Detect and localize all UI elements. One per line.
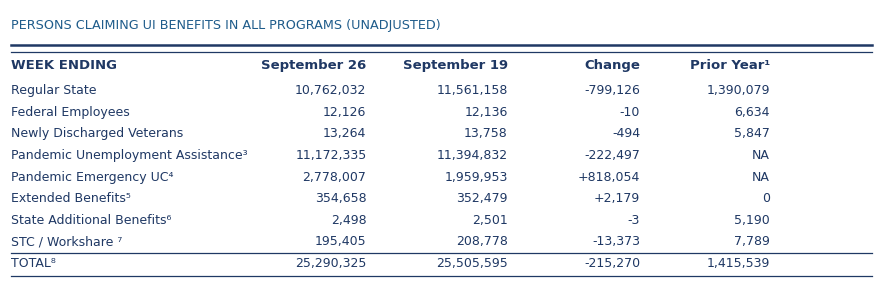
Text: PERSONS CLAIMING UI BENEFITS IN ALL PROGRAMS (UNADJUSTED): PERSONS CLAIMING UI BENEFITS IN ALL PROG… (11, 19, 441, 32)
Text: NA: NA (752, 149, 770, 162)
Text: 195,405: 195,405 (315, 235, 366, 248)
Text: -3: -3 (628, 214, 640, 227)
Text: 12,136: 12,136 (464, 106, 508, 119)
Text: 1,959,953: 1,959,953 (444, 171, 508, 184)
Text: State Additional Benefits⁶: State Additional Benefits⁶ (11, 214, 171, 227)
Text: 6,634: 6,634 (735, 106, 770, 119)
Text: 25,290,325: 25,290,325 (295, 257, 366, 270)
Text: 208,778: 208,778 (456, 235, 508, 248)
Text: 10,762,032: 10,762,032 (295, 84, 366, 97)
Text: 2,501: 2,501 (472, 214, 508, 227)
Text: +818,054: +818,054 (577, 171, 640, 184)
Text: Prior Year¹: Prior Year¹ (690, 59, 770, 72)
Text: 13,264: 13,264 (323, 127, 366, 140)
Text: -215,270: -215,270 (584, 257, 640, 270)
Text: WEEK ENDING: WEEK ENDING (11, 59, 117, 72)
Text: Pandemic Unemployment Assistance³: Pandemic Unemployment Assistance³ (11, 149, 247, 162)
Text: 1,415,539: 1,415,539 (706, 257, 770, 270)
Text: -494: -494 (612, 127, 640, 140)
Text: September 19: September 19 (403, 59, 508, 72)
Text: TOTAL⁸: TOTAL⁸ (11, 257, 56, 270)
Text: 2,498: 2,498 (331, 214, 366, 227)
Text: 354,658: 354,658 (315, 192, 366, 205)
Text: -799,126: -799,126 (585, 84, 640, 97)
Text: Regular State: Regular State (11, 84, 96, 97)
Text: 5,847: 5,847 (734, 127, 770, 140)
Text: NA: NA (752, 171, 770, 184)
Text: 11,394,832: 11,394,832 (436, 149, 508, 162)
Text: 7,789: 7,789 (734, 235, 770, 248)
Text: +2,179: +2,179 (594, 192, 640, 205)
Text: 12,126: 12,126 (323, 106, 366, 119)
Text: Change: Change (585, 59, 640, 72)
Text: -13,373: -13,373 (592, 235, 640, 248)
Text: -10: -10 (620, 106, 640, 119)
Text: 2,778,007: 2,778,007 (303, 171, 366, 184)
Text: 352,479: 352,479 (457, 192, 508, 205)
Text: Federal Employees: Federal Employees (11, 106, 129, 119)
Text: 1,390,079: 1,390,079 (706, 84, 770, 97)
Text: 5,190: 5,190 (735, 214, 770, 227)
Text: 11,561,158: 11,561,158 (436, 84, 508, 97)
Text: 13,758: 13,758 (464, 127, 508, 140)
Text: 0: 0 (762, 192, 770, 205)
Text: September 26: September 26 (261, 59, 366, 72)
Text: 25,505,595: 25,505,595 (436, 257, 508, 270)
Text: 11,172,335: 11,172,335 (295, 149, 366, 162)
Text: Pandemic Emergency UC⁴: Pandemic Emergency UC⁴ (11, 171, 173, 184)
Text: Extended Benefits⁵: Extended Benefits⁵ (11, 192, 131, 205)
Text: STC / Workshare ⁷: STC / Workshare ⁷ (11, 235, 122, 248)
Text: Newly Discharged Veterans: Newly Discharged Veterans (11, 127, 183, 140)
Text: -222,497: -222,497 (585, 149, 640, 162)
